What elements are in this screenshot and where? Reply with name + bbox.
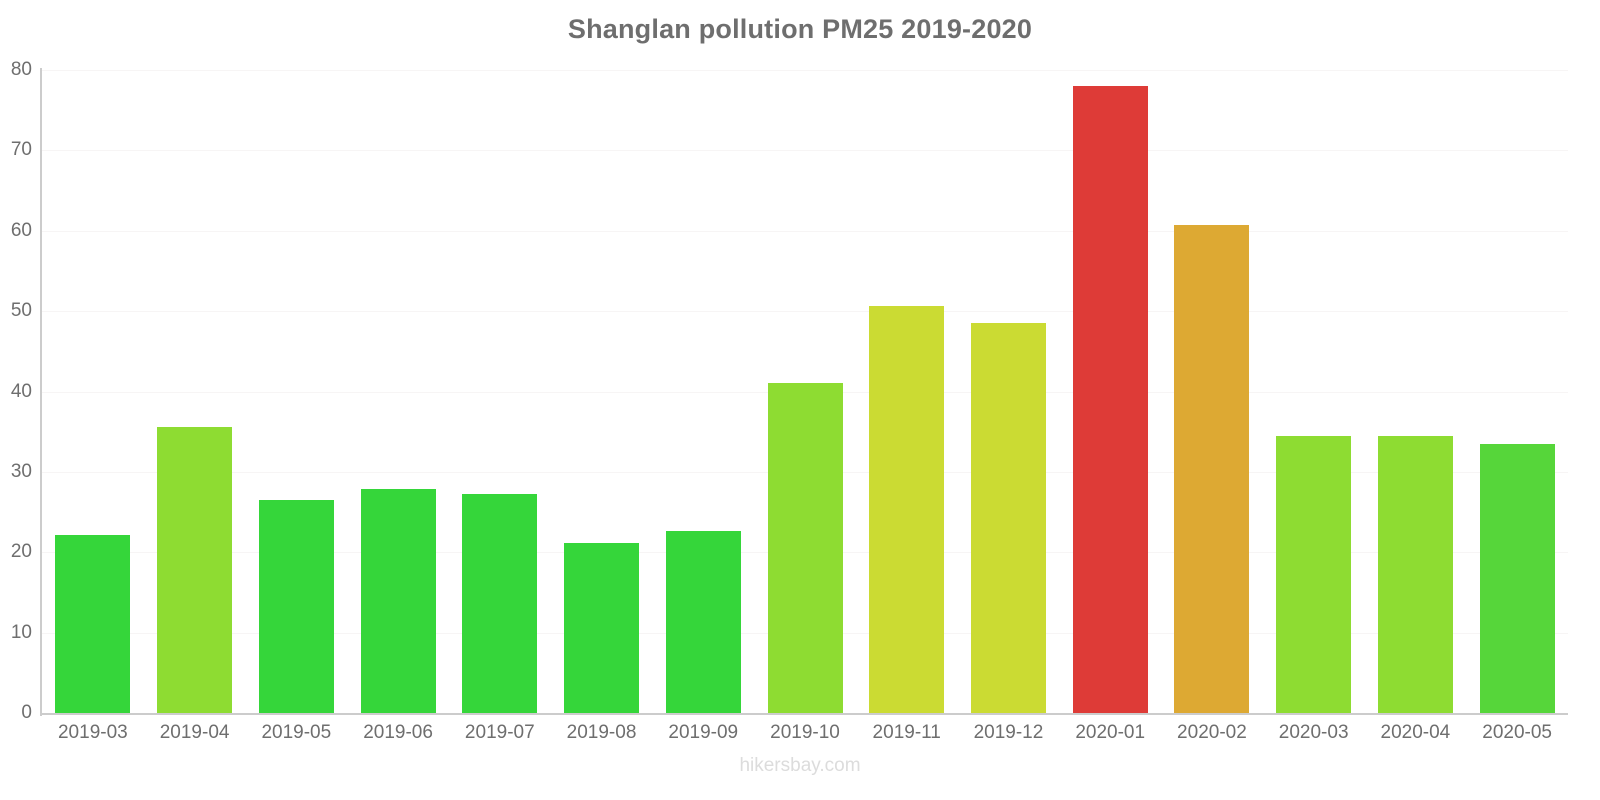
bar[interactable] (1377, 435, 1453, 713)
x-tick-label: 2019-03 (57, 722, 128, 743)
y-tick-label: 20 (10, 541, 32, 563)
x-tick-label: 2019-08 (566, 722, 637, 743)
bars-layer (42, 70, 1568, 713)
y-tick-label: 0 (21, 702, 32, 723)
bar[interactable] (1479, 443, 1555, 713)
bar[interactable] (258, 500, 334, 713)
y-tick-label: 30 (10, 460, 32, 482)
grid-line (42, 70, 1568, 71)
bar[interactable] (564, 543, 640, 713)
y-tick-label: 40 (10, 380, 32, 402)
x-tick-label: 2019-06 (363, 722, 433, 743)
x-tick-label: 2020-03 (1278, 722, 1349, 743)
bar[interactable] (157, 426, 233, 713)
footer-credit: hikersbay.com (739, 755, 861, 776)
x-tick-label: 2019-12 (973, 722, 1044, 743)
bar[interactable] (360, 488, 436, 713)
x-tick-label: 2019-09 (668, 722, 739, 743)
grid-line (42, 230, 1568, 232)
x-tick-label: 2020-02 (1177, 722, 1247, 743)
bar[interactable] (869, 306, 945, 713)
x-tick-label: 2020-04 (1380, 722, 1451, 743)
y-tick-label: 80 (10, 59, 32, 80)
x-tick-label: 2019-05 (261, 722, 332, 743)
y-tick-label: 60 (10, 219, 32, 241)
bar[interactable] (665, 531, 741, 713)
bar[interactable] (1174, 225, 1250, 713)
chart-title: Shanglan pollution PM25 2019-2020 (567, 14, 1033, 44)
x-tick-label: 2019-04 (159, 722, 230, 743)
bar[interactable] (1276, 435, 1352, 713)
grid-line (42, 150, 1568, 152)
x-tick-label: 2020-01 (1075, 722, 1146, 743)
x-tick-label: 2020-05 (1482, 722, 1552, 743)
grid-line (42, 311, 1568, 313)
y-tick-label: 70 (10, 139, 32, 161)
y-tick-label: 50 (10, 300, 32, 322)
x-tick-label: 2019-11 (872, 722, 941, 743)
axis-baseline (42, 713, 1568, 715)
x-tick-label: 2019-10 (770, 722, 840, 743)
bar[interactable] (970, 323, 1046, 713)
bar[interactable] (462, 493, 538, 713)
bar[interactable] (55, 535, 131, 713)
x-tick-label: 2019-07 (464, 722, 535, 743)
bar[interactable] (767, 383, 843, 713)
bar[interactable] (1072, 86, 1148, 713)
y-axis-line (40, 68, 42, 716)
y-tick-label: 10 (10, 621, 32, 643)
